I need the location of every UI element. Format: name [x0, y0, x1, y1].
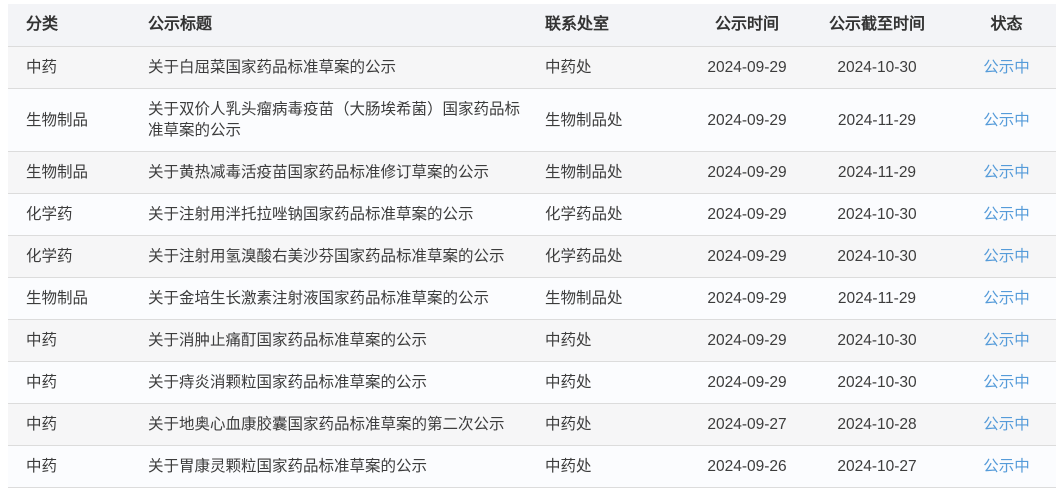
cell-category: 中药 [8, 403, 148, 446]
cell-category: 中药 [8, 319, 148, 362]
cell-deadline: 2024-10-30 [797, 319, 957, 362]
cell-title[interactable]: 关于胃康灵颗粒国家药品标准草案的公示 [148, 445, 537, 488]
cell-publish-date: 2024-09-29 [697, 361, 797, 404]
cell-department: 中药处 [537, 403, 697, 446]
cell-status: 公示中 [957, 193, 1056, 236]
cell-title[interactable]: 关于注射用泮托拉唑钠国家药品标准草案的公示 [148, 193, 537, 236]
cell-deadline: 2024-10-28 [797, 403, 957, 446]
cell-status: 公示中 [957, 151, 1056, 194]
column-header-category: 分类 [8, 4, 148, 47]
table-row: 中药 关于地奥心血康胶囊国家药品标准草案的第二次公示 中药处 2024-09-2… [8, 403, 1056, 446]
cell-category: 生物制品 [8, 151, 148, 194]
cell-status: 公示中 [957, 445, 1056, 488]
table-row: 中药 关于消肿止痛酊国家药品标准草案的公示 中药处 2024-09-29 202… [8, 319, 1056, 362]
cell-department: 生物制品处 [537, 277, 697, 320]
cell-category: 中药 [8, 361, 148, 404]
cell-category: 生物制品 [8, 88, 148, 152]
status-link[interactable]: 公示中 [983, 332, 1030, 349]
cell-status: 公示中 [957, 403, 1056, 446]
cell-deadline: 2024-10-30 [797, 193, 957, 236]
status-link[interactable]: 公示中 [983, 290, 1030, 307]
notice-table: 分类 公示标题 联系处室 公示时间 公示截至时间 状态 中药 关于白屈菜国家药品… [8, 4, 1056, 488]
cell-deadline: 2024-10-30 [797, 235, 957, 278]
status-link[interactable]: 公示中 [983, 111, 1030, 129]
cell-publish-date: 2024-09-29 [697, 151, 797, 194]
cell-deadline: 2024-10-27 [797, 445, 957, 488]
cell-title[interactable]: 关于黄热减毒活疫苗国家药品标准修订草案的公示 [148, 151, 537, 194]
cell-category: 中药 [8, 46, 148, 89]
cell-title[interactable]: 关于地奥心血康胶囊国家药品标准草案的第二次公示 [148, 403, 537, 446]
status-link[interactable]: 公示中 [983, 59, 1030, 76]
cell-category: 化学药 [8, 235, 148, 278]
cell-publish-date: 2024-09-29 [697, 88, 797, 152]
cell-department: 生物制品处 [537, 88, 697, 152]
column-header-status: 状态 [957, 4, 1056, 47]
cell-department: 中药处 [537, 361, 697, 404]
table-row: 化学药 关于注射用氢溴酸右美沙芬国家药品标准草案的公示 化学药品处 2024-0… [8, 235, 1056, 278]
cell-department: 生物制品处 [537, 151, 697, 194]
cell-publish-date: 2024-09-26 [697, 445, 797, 488]
cell-status: 公示中 [957, 235, 1056, 278]
cell-department: 中药处 [537, 319, 697, 362]
header-row: 分类 公示标题 联系处室 公示时间 公示截至时间 状态 [8, 4, 1056, 47]
cell-publish-date: 2024-09-29 [697, 319, 797, 362]
notice-table-container: 分类 公示标题 联系处室 公示时间 公示截至时间 状态 中药 关于白屈菜国家药品… [8, 4, 1056, 488]
status-link[interactable]: 公示中 [983, 206, 1030, 223]
cell-category: 中药 [8, 445, 148, 488]
column-header-publish-date: 公示时间 [697, 4, 797, 47]
table-header: 分类 公示标题 联系处室 公示时间 公示截至时间 状态 [8, 4, 1056, 47]
cell-status: 公示中 [957, 319, 1056, 362]
cell-category: 化学药 [8, 193, 148, 236]
column-header-title: 公示标题 [148, 4, 537, 47]
table-row: 生物制品 关于双价人乳头瘤病毒疫苗（大肠埃希菌）国家药品标准草案的公示 生物制品… [8, 88, 1056, 152]
table-row: 中药 关于痔炎消颗粒国家药品标准草案的公示 中药处 2024-09-29 202… [8, 361, 1056, 404]
status-link[interactable]: 公示中 [983, 416, 1030, 433]
cell-title[interactable]: 关于消肿止痛酊国家药品标准草案的公示 [148, 319, 537, 362]
cell-deadline: 2024-10-30 [797, 46, 957, 89]
cell-status: 公示中 [957, 277, 1056, 320]
cell-publish-date: 2024-09-29 [697, 46, 797, 89]
cell-department: 化学药品处 [537, 193, 697, 236]
status-link[interactable]: 公示中 [983, 248, 1030, 265]
cell-deadline: 2024-10-30 [797, 361, 957, 404]
cell-department: 化学药品处 [537, 235, 697, 278]
cell-category: 生物制品 [8, 277, 148, 320]
cell-title[interactable]: 关于注射用氢溴酸右美沙芬国家药品标准草案的公示 [148, 235, 537, 278]
cell-deadline: 2024-11-29 [797, 151, 957, 194]
table-body: 中药 关于白屈菜国家药品标准草案的公示 中药处 2024-09-29 2024-… [8, 46, 1056, 488]
cell-status: 公示中 [957, 46, 1056, 89]
cell-title[interactable]: 关于白屈菜国家药品标准草案的公示 [148, 46, 537, 89]
cell-status: 公示中 [957, 88, 1056, 152]
cell-publish-date: 2024-09-29 [697, 193, 797, 236]
status-link[interactable]: 公示中 [983, 374, 1030, 391]
cell-department: 中药处 [537, 46, 697, 89]
table-row: 生物制品 关于黄热减毒活疫苗国家药品标准修订草案的公示 生物制品处 2024-0… [8, 151, 1056, 194]
status-link[interactable]: 公示中 [983, 164, 1030, 181]
cell-department: 中药处 [537, 445, 697, 488]
column-header-deadline: 公示截至时间 [797, 4, 957, 47]
cell-title[interactable]: 关于双价人乳头瘤病毒疫苗（大肠埃希菌）国家药品标准草案的公示 [148, 88, 537, 152]
cell-publish-date: 2024-09-29 [697, 235, 797, 278]
table-row: 中药 关于胃康灵颗粒国家药品标准草案的公示 中药处 2024-09-26 202… [8, 445, 1056, 488]
cell-publish-date: 2024-09-27 [697, 403, 797, 446]
column-header-department: 联系处室 [537, 4, 697, 47]
status-link[interactable]: 公示中 [983, 458, 1030, 475]
table-row: 生物制品 关于金培生长激素注射液国家药品标准草案的公示 生物制品处 2024-0… [8, 277, 1056, 320]
table-row: 中药 关于白屈菜国家药品标准草案的公示 中药处 2024-09-29 2024-… [8, 46, 1056, 89]
cell-status: 公示中 [957, 361, 1056, 404]
cell-publish-date: 2024-09-29 [697, 277, 797, 320]
cell-deadline: 2024-11-29 [797, 88, 957, 152]
cell-deadline: 2024-11-29 [797, 277, 957, 320]
cell-title[interactable]: 关于痔炎消颗粒国家药品标准草案的公示 [148, 361, 537, 404]
table-row: 化学药 关于注射用泮托拉唑钠国家药品标准草案的公示 化学药品处 2024-09-… [8, 193, 1056, 236]
cell-title[interactable]: 关于金培生长激素注射液国家药品标准草案的公示 [148, 277, 537, 320]
